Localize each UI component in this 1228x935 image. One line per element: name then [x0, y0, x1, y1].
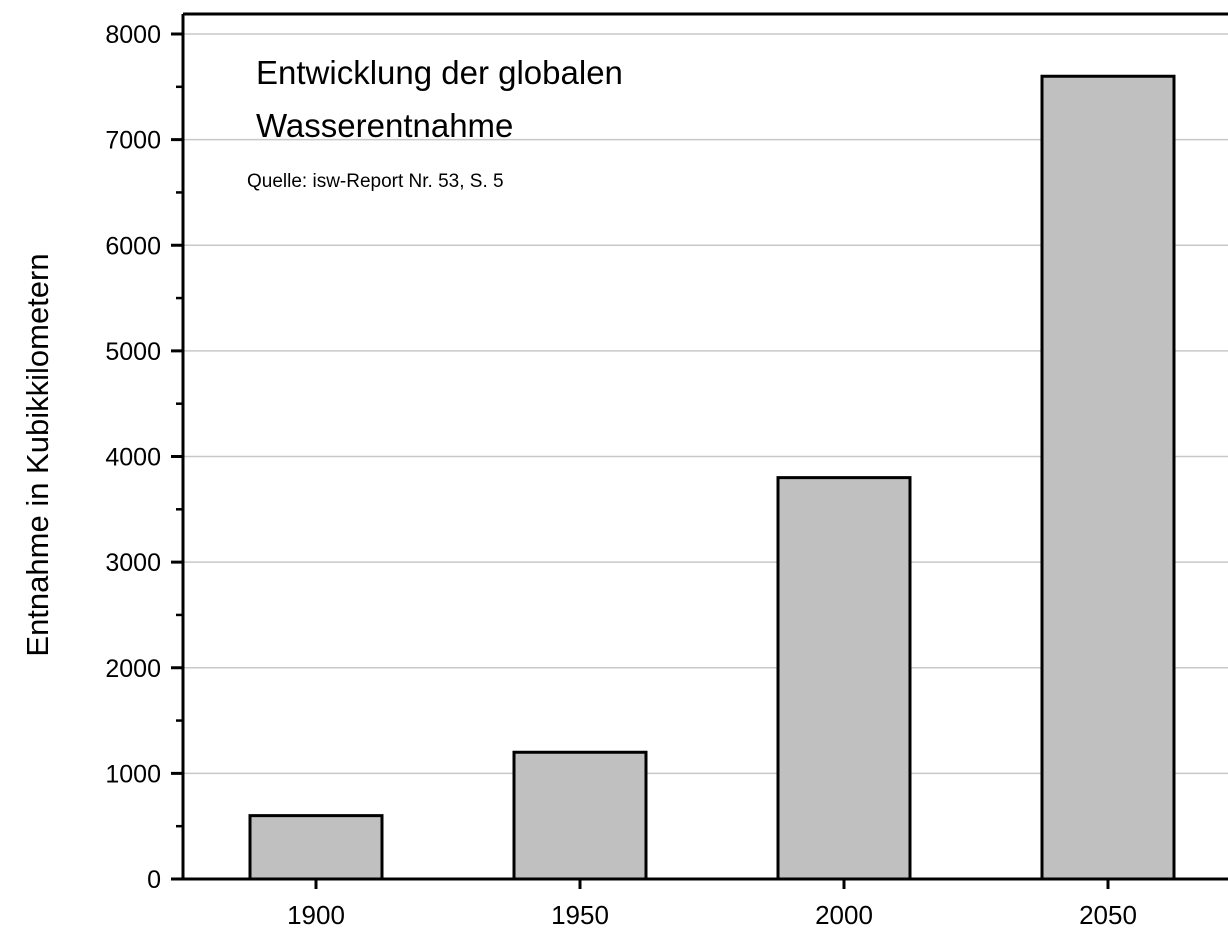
- y-ticks: 0 1000 2000 3000 4000 5000 6000 7000 8000: [105, 21, 183, 894]
- axes: [181, 12, 1228, 881]
- bar-2000: [776, 476, 912, 881]
- y-tick-label: 0: [147, 866, 161, 894]
- y-axis-label: Entnahme in Kubikkilometern: [20, 253, 55, 656]
- gridlines: [183, 33, 1228, 775]
- y-tick-label: 7000: [105, 127, 161, 155]
- x-tick-label: 1900: [287, 900, 345, 930]
- bars: [248, 74, 1176, 881]
- y-tick-label: 1000: [105, 760, 161, 788]
- y-tick-label: 2000: [105, 655, 161, 683]
- bar-2050: [1040, 74, 1176, 881]
- bar-1950: [512, 750, 648, 881]
- bar-1900: [248, 814, 384, 881]
- y-tick-label: 6000: [105, 232, 161, 260]
- x-tick-label: 2050: [1079, 900, 1137, 930]
- y-tick-label: 3000: [105, 549, 161, 577]
- chart-title-line1: Entwicklung der globalen: [256, 54, 623, 91]
- chart-subtitle: Quelle: isw-Report Nr. 53, S. 5: [247, 171, 504, 192]
- y-tick-label: 5000: [105, 338, 161, 366]
- x-ticks: 1900 1950 2000 2050: [287, 879, 1137, 930]
- chart-title-line2: Wasserentnahme: [256, 107, 513, 144]
- y-tick-label: 8000: [105, 21, 161, 49]
- y-tick-label: 4000: [105, 444, 161, 472]
- x-tick-label: 1950: [551, 900, 609, 930]
- x-tick-label: 2000: [815, 900, 873, 930]
